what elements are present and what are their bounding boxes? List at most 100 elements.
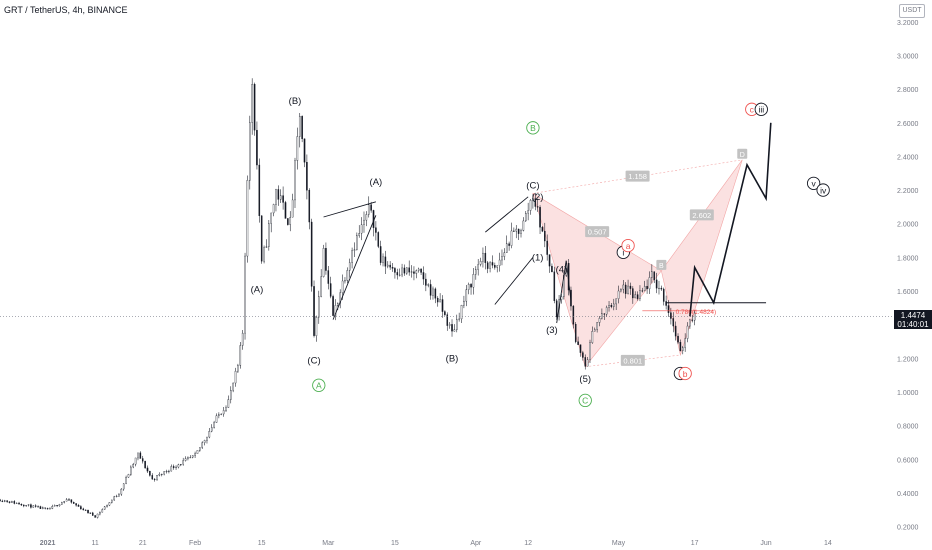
candle-body [524,213,527,222]
candle-body [30,504,32,508]
candle-body [275,189,277,205]
chart-title[interactable]: GRT / TetherUS, 4h, BINANCE [4,5,128,15]
candle-body [482,252,484,262]
candle-body [141,458,144,462]
candle-body [534,198,537,207]
candle-body [513,230,515,232]
y-tick-label: 0.2000 [897,525,919,532]
x-tick-label: 14 [824,540,832,547]
candle-body [353,249,356,251]
currency-badge[interactable]: USDT [899,4,925,18]
y-tick-label: 0.4000 [897,491,919,498]
candle-body [191,455,194,458]
candle-body [384,256,387,267]
candle-body [589,342,591,360]
candle-body [23,504,25,507]
candle-body [363,219,365,225]
candle-body [667,305,670,313]
harmonic-point-label: B [659,263,664,270]
candle-body [282,195,284,203]
candle-body [586,359,589,367]
candle-body [341,280,344,293]
candle-body [344,280,346,282]
candle-body [298,116,301,137]
candle-body [237,365,239,372]
candle-body [175,466,177,468]
candle-body [20,504,23,506]
candle-body [111,499,113,503]
candle-body [394,268,396,273]
candle-body [177,464,180,468]
candle-body [170,466,173,472]
wave-label: A [316,381,322,391]
y-tick-label: 1.6000 [897,289,919,296]
candle-body [451,324,453,332]
candle-body [693,312,696,321]
candle-body [213,422,215,428]
candle-body [453,329,456,332]
candle-body [446,314,449,326]
candle-body [220,413,223,415]
wave-label: (B) [446,354,459,365]
candle-body [168,470,170,472]
candle-body [643,286,646,291]
candle-body [591,331,594,343]
harmonic-ratio-box [689,209,714,221]
candle-body [425,278,427,286]
candle-body [627,285,629,294]
trendline [556,260,567,324]
wave-label-circle [806,176,821,190]
trendline [565,260,572,302]
candle-body [296,136,299,161]
candle-body [70,499,73,503]
candle-body [584,357,587,367]
projection-path [689,122,772,317]
y-tick-label: 2.0000 [897,222,919,229]
candle-body [84,509,87,511]
candle-body [108,502,111,506]
x-tick-label: Apr [470,540,482,547]
candle-body [122,483,125,490]
last-price-badge: 1.4474 01:40:01 [894,310,932,329]
candle-body [13,501,16,504]
candle-body [63,501,66,503]
candle-body [410,271,413,273]
candle-body [151,475,154,480]
candle-body [408,267,410,273]
candle-body [106,505,108,507]
candle-body [265,246,268,248]
candle-body [222,410,225,415]
candle-body [320,276,322,297]
candle-body [367,204,370,215]
trendline [332,215,377,320]
harmonic-ratio-box [625,170,650,182]
candle-body [613,303,615,307]
candle-body [662,288,665,302]
wave-label-circle [816,183,830,197]
candle-body [577,341,579,345]
candle-body [294,160,296,201]
candle-body [322,248,325,277]
candle-body [196,450,199,454]
candle-body [517,228,520,234]
wave-label: (5) [579,374,591,385]
harmonic-ratio-label: 0.801 [623,356,642,365]
candle-body [684,338,686,348]
x-tick-label: 15 [391,540,399,547]
candle-body [434,288,437,299]
candle-body [115,495,118,497]
trendline [485,196,529,233]
candle-body [58,504,61,507]
candle-body [610,305,613,307]
candle-body [608,305,610,308]
candle-body [387,264,389,267]
candle-body [527,210,529,214]
harmonic-pattern: 1.158 0.507 0.801 2.602 B D [532,148,748,368]
candle-body [249,122,251,181]
x-tick-label: 11 [92,540,99,547]
candle-body [1,500,4,502]
wave-label: v [812,179,817,189]
candle-body [82,508,85,511]
candle-body [429,284,432,296]
